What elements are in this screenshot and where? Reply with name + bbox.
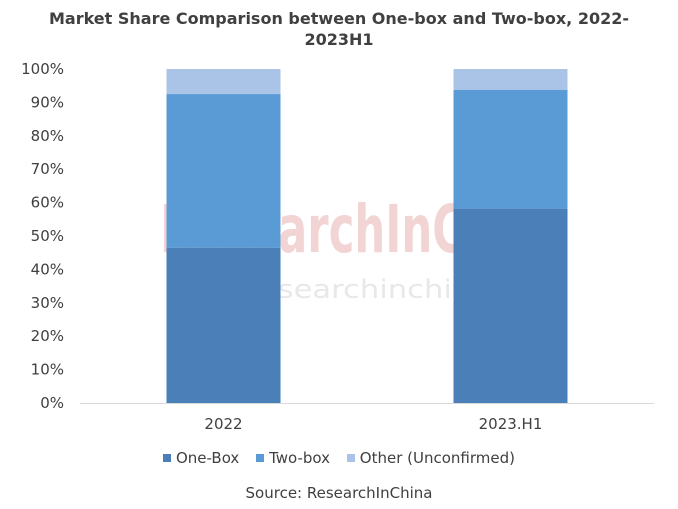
legend-item-one-box: One-Box (162, 449, 240, 467)
chart-title-line-2: 2023H1 (304, 30, 374, 49)
legend-label-other: Other (Unconfirmed) (359, 449, 515, 467)
chart-title-line-1: Market Share Comparison between One-box … (48, 9, 629, 28)
legend-label-two-box: Two-box (269, 449, 331, 467)
bar-two-box-2022 (166, 94, 281, 248)
y-tick-label: 100% (21, 60, 64, 78)
y-tick-label: 60% (31, 194, 64, 212)
source-note: Source: ResearchInChina (245, 484, 433, 502)
y-tick-label: 0% (40, 394, 64, 412)
x-tick-label: 2022 (204, 415, 242, 433)
legend-swatch-one-box (162, 454, 171, 462)
y-tick-label: 30% (31, 294, 64, 312)
x-tick-label: 2023.H1 (479, 415, 543, 433)
bar-one-box-2023-H1 (453, 208, 568, 403)
y-tick-label: 10% (31, 361, 64, 379)
y-tick-label: 40% (31, 260, 64, 278)
legend-label-one-box: One-Box (175, 449, 240, 467)
y-tick-label: 20% (31, 327, 64, 345)
legend-swatch-two-box (256, 454, 265, 462)
y-tick-label: 50% (31, 227, 64, 245)
bar-one-box-2022 (166, 247, 281, 403)
legend-swatch-other (346, 454, 355, 462)
chart-title: Market Share Comparison between One-box … (0, 8, 678, 50)
y-tick-label: 70% (31, 160, 64, 178)
legend-item-other: Other (Unconfirmed) (346, 449, 515, 467)
y-tick-label: 80% (31, 127, 64, 145)
y-tick-label: 90% (31, 93, 64, 111)
bar-other-2023-H1 (453, 69, 568, 90)
bar-two-box-2023-H1 (453, 89, 568, 209)
legend: One-Box Two-box Other (Unconfirmed) (0, 448, 678, 467)
legend-item-two-box: Two-box (256, 449, 330, 467)
bar-other-2022 (166, 69, 281, 95)
